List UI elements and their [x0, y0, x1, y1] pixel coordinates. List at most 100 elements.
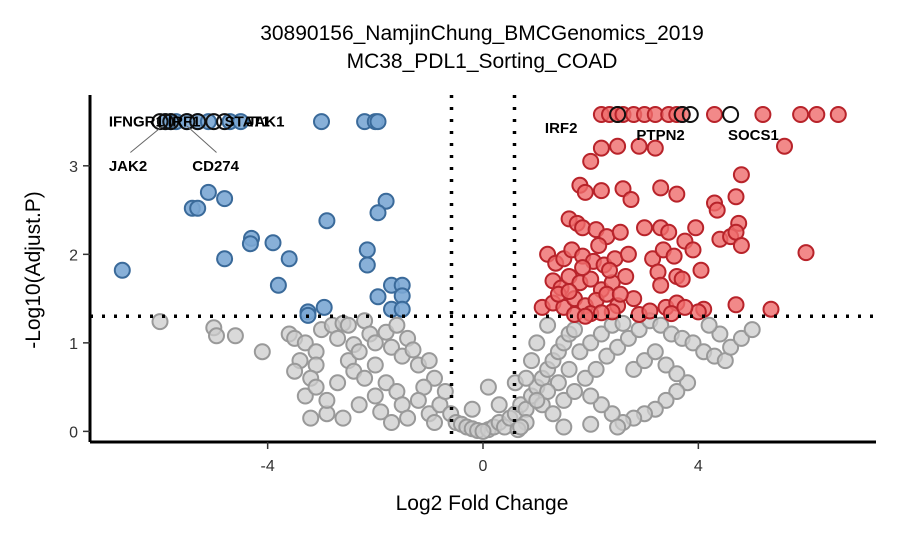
data-point-down — [216, 190, 234, 208]
data-point-up — [684, 241, 702, 259]
data-point-ns — [743, 321, 761, 339]
data-point-ns — [377, 374, 395, 392]
data-point-up — [776, 137, 793, 155]
data-point-highlighted — [156, 113, 174, 131]
data-point-ns — [571, 343, 589, 361]
data-point-up — [574, 259, 592, 277]
data-point-down — [369, 113, 387, 131]
data-point-up — [808, 106, 826, 123]
gene-label: JAK2 — [109, 158, 147, 175]
data-point-ns — [334, 409, 352, 427]
data-point-up — [797, 244, 815, 262]
data-point-up — [732, 237, 750, 254]
gene-label: STAT1 — [225, 114, 270, 131]
data-point-down — [315, 298, 333, 316]
data-point-ns — [383, 338, 400, 356]
data-point-up — [792, 106, 810, 123]
data-point-ns — [566, 321, 583, 339]
data-point-up — [611, 285, 629, 303]
data-point-ns — [625, 360, 643, 378]
data-point-ns — [614, 314, 632, 332]
annotation-connector — [130, 125, 163, 153]
data-point-ns — [684, 334, 702, 352]
data-point-up — [668, 185, 686, 203]
data-point-up — [590, 237, 608, 254]
x-tick-label: 4 — [694, 458, 703, 475]
data-point-up — [652, 179, 670, 197]
y-tick-label: 3 — [69, 159, 78, 176]
data-point-down — [232, 113, 250, 131]
data-point-up — [673, 270, 691, 288]
data-point-down — [216, 250, 234, 268]
data-point-ns — [587, 360, 605, 378]
data-point-down — [269, 276, 287, 294]
data-point-up — [592, 182, 610, 200]
data-point-highlighted — [205, 113, 223, 131]
data-point-ns — [463, 400, 481, 418]
data-point-down — [280, 250, 298, 268]
data-point-ns — [474, 422, 492, 440]
data-point-up — [611, 223, 629, 241]
data-point-down — [377, 192, 395, 210]
data-point-ns — [576, 369, 594, 387]
data-point-up — [692, 261, 710, 279]
data-point-ns — [582, 334, 600, 352]
data-point-ns — [549, 374, 567, 392]
gene-label: SOCS1 — [728, 127, 779, 144]
data-point-ns — [592, 325, 610, 343]
data-point-ns — [517, 369, 535, 387]
y-tick-label: 2 — [69, 247, 78, 264]
data-point-ns — [426, 414, 443, 431]
data-point-ns — [732, 329, 750, 347]
data-point-up — [592, 139, 610, 157]
data-point-up — [601, 261, 618, 279]
data-point-ns — [652, 316, 670, 334]
axes: -4 0 4 0 1 2 3 — [69, 95, 876, 475]
data-point-up — [636, 219, 653, 237]
chart-title: 30890156_NamjinChung_BMCGenomics_2019 — [260, 22, 704, 45]
data-point-ns — [366, 334, 384, 352]
data-point-down — [358, 256, 376, 274]
data-point-highlighted — [681, 106, 699, 123]
data-point-ns — [523, 352, 540, 370]
data-point-ns — [399, 409, 417, 427]
x-tick-label: -4 — [261, 458, 275, 475]
y-tick-label: 1 — [69, 336, 78, 353]
data-point-up — [582, 152, 600, 170]
data-point-ns — [329, 374, 347, 392]
data-point-ns — [539, 383, 557, 400]
data-point-ns — [253, 343, 271, 361]
data-point-up — [592, 304, 610, 322]
data-point-ns — [490, 396, 508, 414]
data-point-up — [630, 137, 648, 155]
data-point-ns — [404, 341, 422, 359]
gene-label: PTPN2 — [636, 127, 684, 144]
data-point-up — [660, 223, 678, 241]
data-point-ns — [619, 329, 637, 347]
data-point-ns — [679, 374, 697, 392]
data-point-up — [609, 137, 627, 155]
gene-label: IRF2 — [545, 120, 578, 137]
data-point-ns — [388, 316, 406, 334]
data-point-ns — [420, 352, 438, 370]
data-point-ns — [657, 356, 675, 374]
data-point-up — [708, 201, 726, 219]
data-point-up — [560, 283, 578, 300]
chart-subtitle: MC38_PDL1_Sorting_COAD — [347, 50, 618, 73]
data-point-up — [687, 219, 705, 237]
data-point-up — [617, 268, 635, 285]
data-point-ns — [296, 387, 314, 405]
data-point-ns — [296, 334, 314, 352]
data-point-ns — [646, 343, 664, 361]
data-point-ns — [539, 316, 557, 334]
data-point-ns — [528, 334, 546, 352]
data-point-ns — [479, 378, 497, 396]
data-point-ns — [307, 378, 325, 396]
data-point-up — [727, 296, 745, 314]
data-point-ns — [512, 418, 530, 436]
data-point-ns — [668, 365, 686, 383]
data-point-ns — [528, 391, 546, 409]
data-point-down — [393, 300, 411, 318]
data-point-ns — [339, 316, 357, 334]
data-point-up — [576, 183, 594, 201]
